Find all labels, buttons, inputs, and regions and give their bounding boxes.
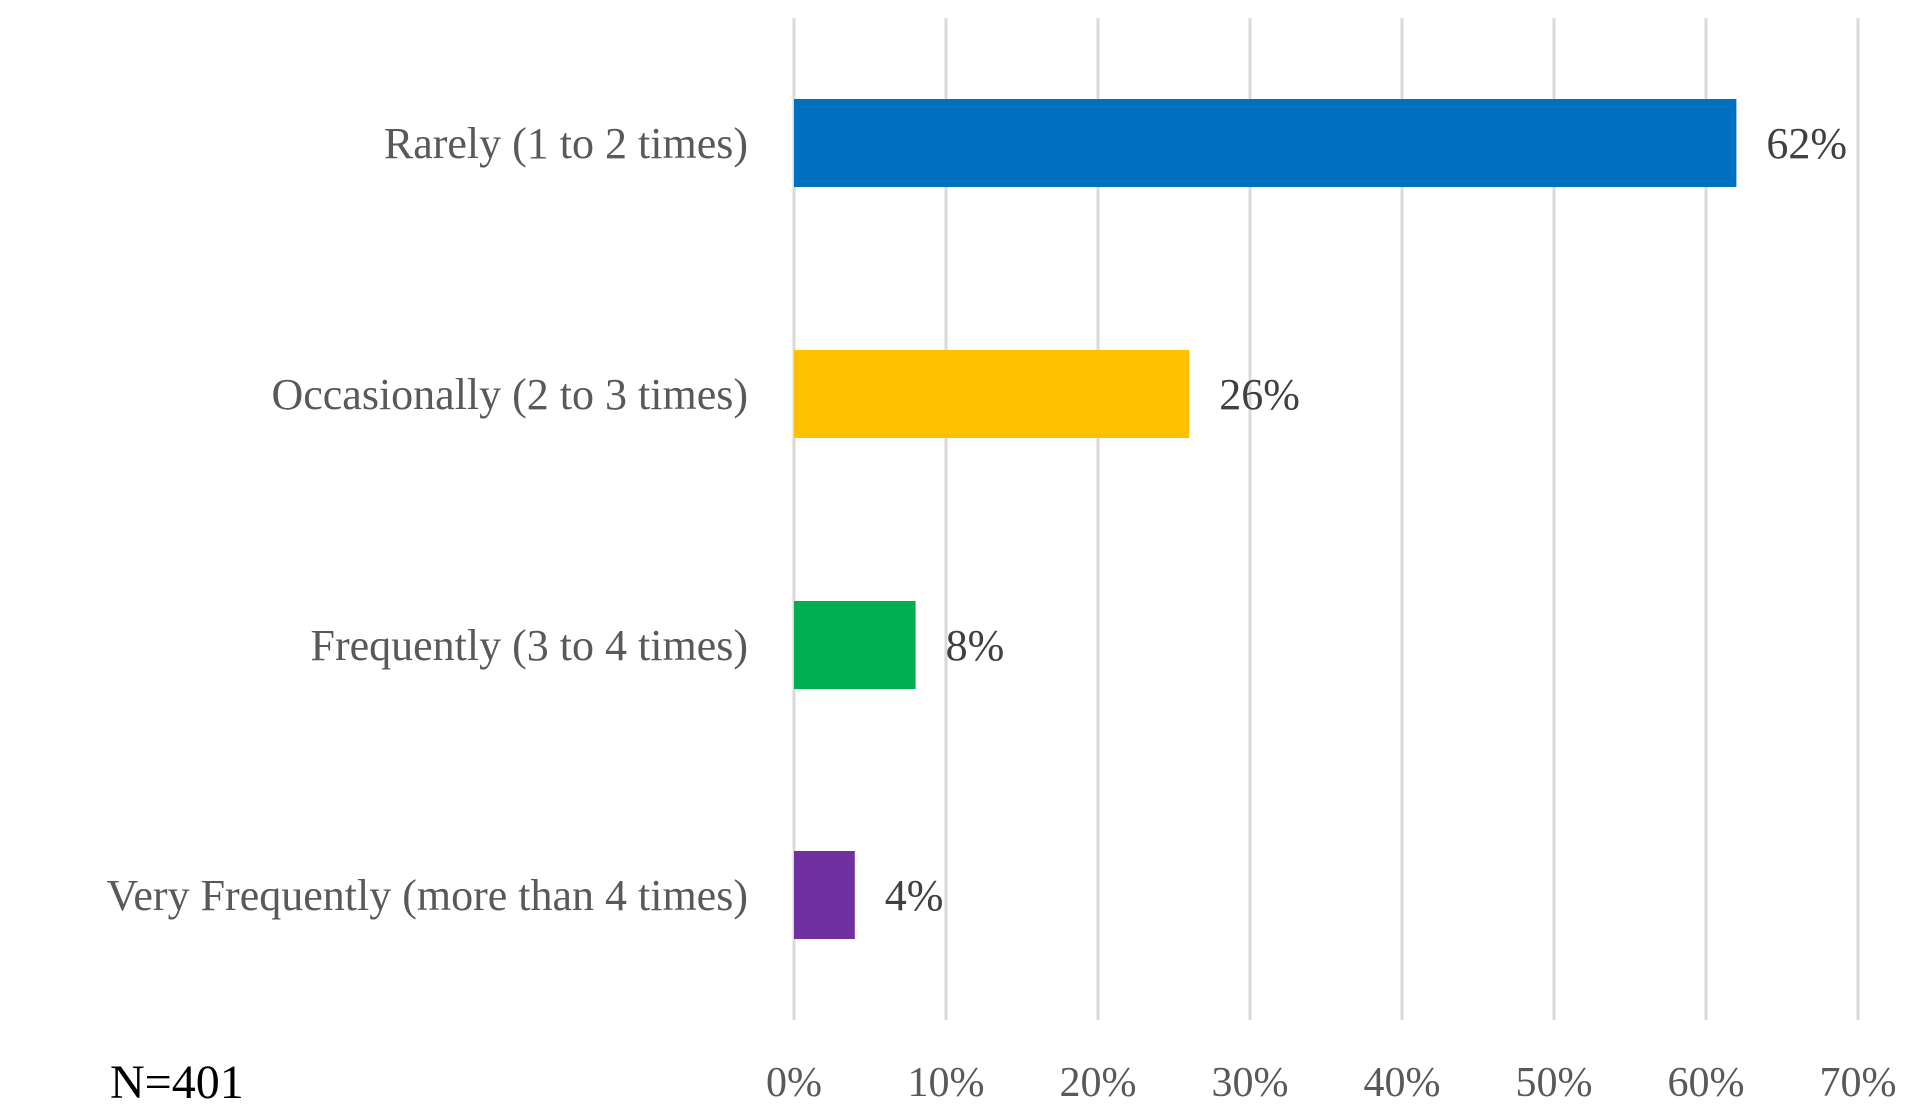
x-tick-label: 70% xyxy=(1820,1060,1897,1106)
data-label: 8% xyxy=(946,621,1005,670)
data-label: 62% xyxy=(1766,119,1847,168)
x-tick-label: 20% xyxy=(1060,1060,1137,1106)
category-labels: Rarely (1 to 2 times) Occasionally (2 to … xyxy=(106,119,748,920)
data-label: 4% xyxy=(885,871,944,920)
data-labels: 62% 26% 8% 4% xyxy=(885,119,1847,920)
sample-size-note: N=401 xyxy=(110,1056,244,1109)
category-label: Rarely (1 to 2 times) xyxy=(384,119,748,168)
bar xyxy=(794,851,855,939)
bar xyxy=(794,99,1737,187)
bars xyxy=(794,99,1737,939)
x-tick-label: 50% xyxy=(1516,1060,1593,1106)
bar xyxy=(794,350,1190,438)
x-tick-label: 30% xyxy=(1212,1060,1289,1106)
category-label: Very Frequently (more than 4 times) xyxy=(106,871,748,920)
x-tick-label: 10% xyxy=(908,1060,985,1106)
category-label: Occasionally (2 to 3 times) xyxy=(271,370,748,419)
bar xyxy=(794,601,916,689)
x-tick-label: 60% xyxy=(1668,1060,1745,1106)
category-label: Frequently (3 to 4 times) xyxy=(311,621,749,670)
x-axis-tick-labels: 0% 10% 20% 30% 40% 50% 60% 70% xyxy=(766,1060,1897,1106)
x-tick-label: 0% xyxy=(766,1060,822,1106)
data-label: 26% xyxy=(1219,370,1300,419)
x-tick-label: 40% xyxy=(1364,1060,1441,1106)
